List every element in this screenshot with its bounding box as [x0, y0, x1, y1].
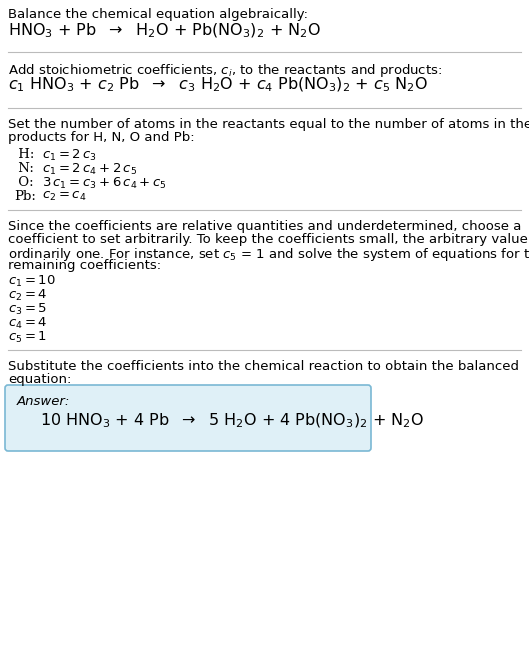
Text: products for H, N, O and Pb:: products for H, N, O and Pb: — [8, 131, 195, 144]
Text: ordinarily one. For instance, set $c_5$ = 1 and solve the system of equations fo: ordinarily one. For instance, set $c_5$ … — [8, 246, 529, 263]
Text: $\mathregular{HNO_3}$ + Pb  $\rightarrow$  $\mathregular{H_2O}$ + $\mathregular{: $\mathregular{HNO_3}$ + Pb $\rightarrow$… — [8, 22, 321, 40]
Text: Balance the chemical equation algebraically:: Balance the chemical equation algebraica… — [8, 8, 308, 21]
Text: Set the number of atoms in the reactants equal to the number of atoms in the: Set the number of atoms in the reactants… — [8, 118, 529, 131]
Text: remaining coefficients:: remaining coefficients: — [8, 259, 161, 272]
Text: $c_5 = 1$: $c_5 = 1$ — [8, 330, 47, 345]
Text: $c_4 = 4$: $c_4 = 4$ — [8, 316, 48, 331]
Text: Add stoichiometric coefficients, $c_i$, to the reactants and products:: Add stoichiometric coefficients, $c_i$, … — [8, 62, 442, 79]
Text: $c_1$ $\mathregular{HNO_3}$ + $c_2$ Pb  $\rightarrow$  $c_3$ $\mathregular{H_2O}: $c_1$ $\mathregular{HNO_3}$ + $c_2$ Pb $… — [8, 76, 428, 94]
Text: $c_3 = 5$: $c_3 = 5$ — [8, 302, 47, 317]
Text: equation:: equation: — [8, 373, 71, 386]
Text: H:: H: — [14, 148, 34, 161]
Text: $c_2 = c_4$: $c_2 = c_4$ — [42, 190, 86, 203]
Text: $c_2 = 4$: $c_2 = 4$ — [8, 288, 48, 303]
Text: coefficient to set arbitrarily. To keep the coefficients small, the arbitrary va: coefficient to set arbitrarily. To keep … — [8, 233, 529, 246]
Text: $3\,c_1 = c_3 + 6\,c_4 + c_5$: $3\,c_1 = c_3 + 6\,c_4 + c_5$ — [42, 176, 167, 191]
FancyBboxPatch shape — [5, 385, 371, 451]
Text: Answer:: Answer: — [17, 395, 70, 408]
Text: $c_1 = 2\,c_4 + 2\,c_5$: $c_1 = 2\,c_4 + 2\,c_5$ — [42, 162, 137, 177]
Text: N:: N: — [14, 162, 34, 175]
Text: Pb:: Pb: — [14, 190, 36, 203]
Text: Substitute the coefficients into the chemical reaction to obtain the balanced: Substitute the coefficients into the che… — [8, 360, 519, 373]
Text: $c_1 = 10$: $c_1 = 10$ — [8, 274, 56, 289]
Text: 10 $\mathregular{HNO_3}$ + 4 Pb  $\rightarrow$  5 $\mathregular{H_2O}$ + 4 $\mat: 10 $\mathregular{HNO_3}$ + 4 Pb $\righta… — [40, 412, 424, 430]
Text: O:: O: — [14, 176, 34, 189]
Text: Since the coefficients are relative quantities and underdetermined, choose a: Since the coefficients are relative quan… — [8, 220, 522, 233]
Text: $c_1 = 2\,c_3$: $c_1 = 2\,c_3$ — [42, 148, 97, 163]
